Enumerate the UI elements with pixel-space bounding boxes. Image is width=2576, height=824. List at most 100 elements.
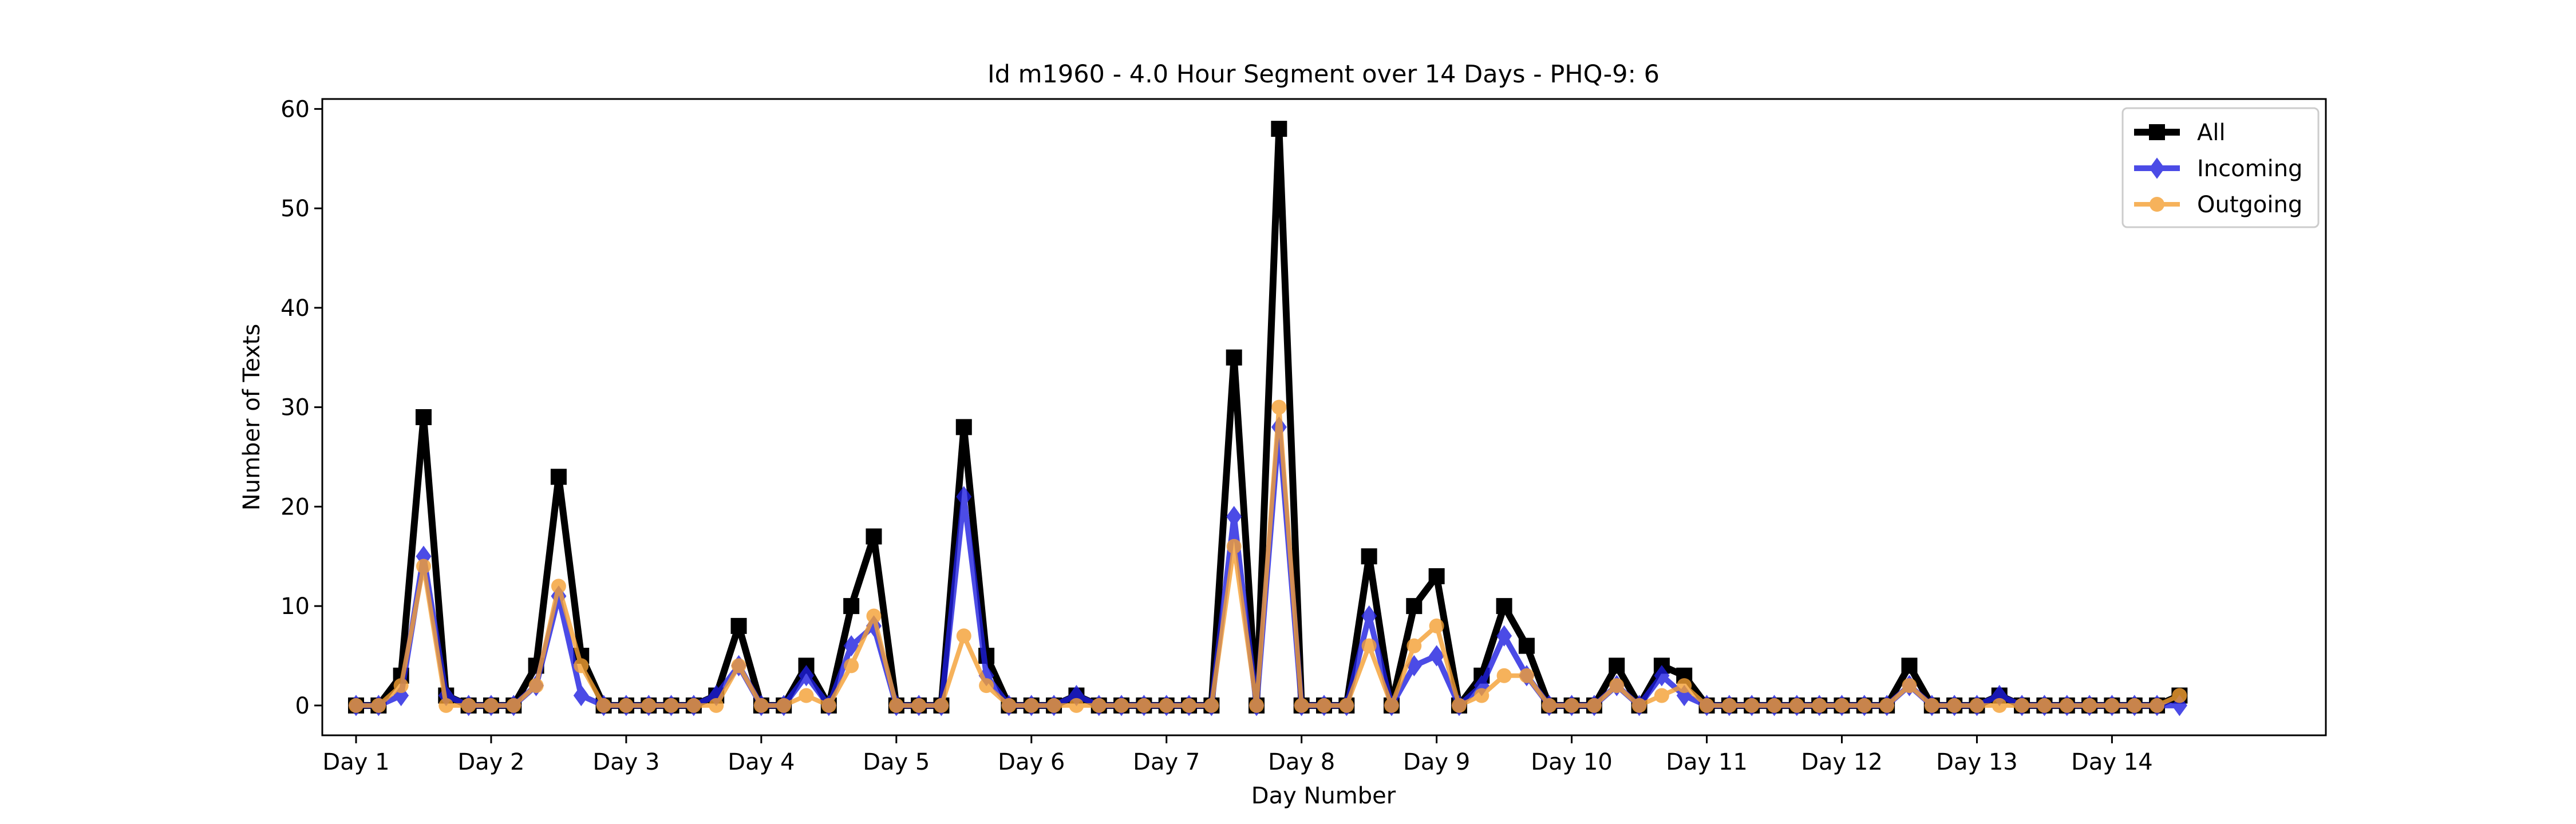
data-point-outgoing [1384,698,1399,713]
data-point-outgoing [1204,698,1219,713]
data-point-outgoing [1767,698,1782,713]
data-point-outgoing [506,698,521,713]
legend-entry [2134,124,2180,140]
data-point-outgoing [393,678,409,694]
data-point-outgoing [1159,698,1174,713]
data-point-outgoing [551,579,566,594]
data-point-outgoing [1271,399,1287,415]
data-point-outgoing [1947,698,1962,713]
data-point-outgoing [2127,698,2142,713]
data-point-outgoing [1992,698,2007,713]
data-point-incoming [1676,684,1692,707]
data-point-outgoing [1406,638,1422,653]
data-point-outgoing [821,698,836,713]
legend-label: Outgoing [2197,192,2302,218]
data-point-all [730,617,747,634]
data-point-all [843,598,860,615]
data-point-outgoing [1024,698,1039,713]
data-point-all [1226,349,1242,366]
data-point-outgoing [1721,698,1737,713]
x-tick-label: Day 3 [592,749,659,775]
legend-label: All [2197,120,2226,146]
plot-area [322,99,2326,735]
data-point-outgoing [888,698,904,713]
data-point-outgoing [1789,698,1804,713]
data-point-all [550,469,567,485]
data-point-outgoing [371,698,386,713]
y-tick-label: 40 [280,295,310,322]
data-point-incoming [1406,655,1422,676]
data-point-outgoing [776,698,792,713]
legend-marker [2150,197,2164,212]
data-point-incoming [573,684,589,707]
data-point-all [1496,598,1512,615]
x-tick-label: Day 9 [1403,749,1470,775]
x-tick-label: Day 7 [1133,749,1200,775]
data-point-incoming [2171,695,2187,716]
data-point-outgoing [483,698,499,713]
data-point-outgoing [1429,618,1444,633]
data-point-incoming [393,684,409,707]
x-tick-label: Day 6 [998,749,1065,775]
data-point-outgoing [2150,698,2165,713]
data-point-outgoing [1001,698,1017,713]
y-tick-label: 10 [280,593,310,620]
data-point-outgoing [1654,688,1669,703]
axis-ticks: 0 10 20 30 40 50 60 Day 1 Day 2 Day 3 Day 4 Day 5 Da… [280,96,2153,775]
data-point-outgoing [438,698,454,713]
data-point-outgoing [2059,698,2075,713]
x-tick-label: Day 12 [1801,749,1883,775]
data-point-outgoing [934,698,949,713]
data-point-outgoing [596,698,611,713]
data-point-incoming [956,486,972,508]
data-point-outgoing [1226,538,1242,554]
data-point-outgoing [1451,698,1467,713]
data-point-all [866,528,882,545]
data-point-outgoing [1564,698,1579,713]
x-tick-label: Day 11 [1666,749,1748,775]
data-point-outgoing [2014,698,2030,713]
data-point-outgoing [1091,698,1107,713]
data-point-all [1361,548,1377,565]
legend-marker [2149,124,2165,140]
y-axis-label: Number of Texts [239,324,265,510]
data-point-outgoing [1136,698,1152,713]
data-point-outgoing [1114,698,1129,713]
data-point-incoming [843,635,859,657]
data-point-outgoing [979,678,994,694]
x-tick-label: Day 14 [2071,749,2153,775]
data-point-outgoing [663,698,679,713]
data-point-outgoing [1474,688,1490,703]
data-point-incoming [1496,625,1512,647]
legend: All Incoming Outgoing [2121,107,2320,228]
data-point-outgoing [641,698,657,713]
data-point-outgoing [1317,698,1332,713]
plot-frame [321,98,2327,736]
data-point-incoming [1068,684,1084,707]
data-point-outgoing [1677,678,1692,694]
y-tick-label: 30 [280,395,310,421]
data-point-incoming [1361,605,1377,627]
data-point-outgoing [1744,698,1760,713]
chart-title: Id m1960 - 4.0 Hour Segment over 14 Days… [987,60,1660,89]
data-point-outgoing [799,688,814,703]
data-point-outgoing [1294,698,1309,713]
data-point-all [1901,657,1918,674]
data-point-outgoing [1069,698,1084,713]
data-point-outgoing [1699,698,1714,713]
data-point-outgoing [618,698,634,713]
data-point-outgoing [1924,698,1939,713]
data-point-outgoing [753,698,769,713]
data-point-outgoing [1339,698,1354,713]
data-point-outgoing [1586,698,1602,713]
x-tick-label: Day 1 [322,749,389,775]
data-point-outgoing [844,658,859,674]
data-point-outgoing [1879,698,1895,713]
data-point-outgoing [1834,698,1850,713]
data-point-outgoing [686,698,701,713]
data-point-outgoing [348,698,364,713]
y-tick-label: 0 [295,693,310,719]
data-point-outgoing [1249,698,1265,713]
x-tick-label: Day 4 [728,749,795,775]
